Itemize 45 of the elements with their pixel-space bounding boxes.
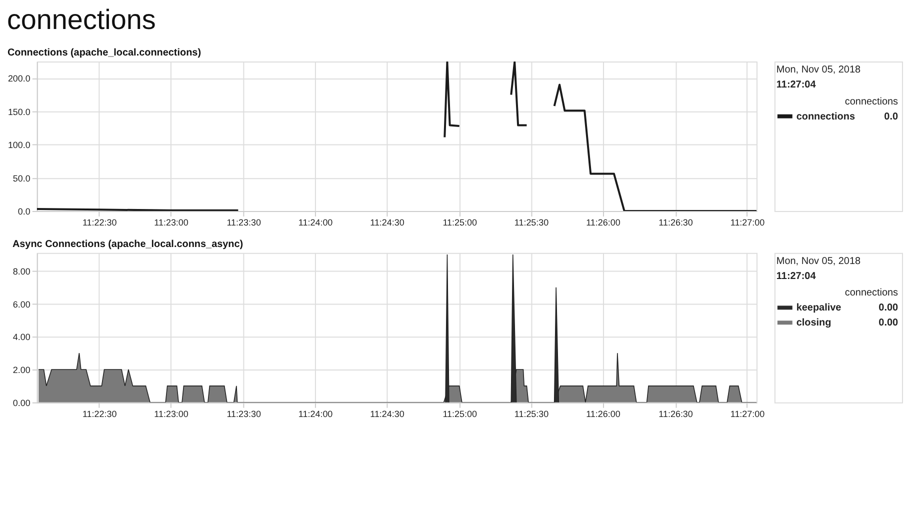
y-tick-label: 0.00 (12, 398, 30, 408)
y-tick-label: 100.0 (8, 140, 30, 150)
x-tick-label: 11:26:30 (658, 217, 693, 228)
x-tick-label: 11:23:30 (226, 408, 261, 419)
x-tick-label: 11:22:30 (82, 408, 117, 419)
text: 11:27:04 (776, 270, 816, 282)
x-tick-label: 11:26:30 (658, 408, 693, 419)
y-tick-label: 2.00 (12, 365, 30, 375)
y-tick-label: 4.00 (12, 332, 30, 342)
chart-title: connections (6, 4, 156, 36)
x-tick-label: 11:24:30 (370, 408, 404, 419)
x-tick-label: 11:24:30 (370, 217, 404, 228)
legend-label: keepalive (796, 302, 842, 314)
text: 11:27:04 (776, 79, 816, 90)
legend-title: connections (844, 288, 898, 299)
x-tick-label: 11:25:00 (442, 217, 477, 228)
text: Mon, Nov 05, 2018 (776, 64, 861, 76)
y-tick-label: 150.0 (8, 106, 30, 117)
x-tick-label: 11:25:30 (514, 408, 549, 419)
text: Mon, Nov 05, 2018 (776, 256, 861, 267)
text: 0.00 (878, 302, 898, 314)
chart-title: Async Connections (apache_local.conns_async) (12, 238, 244, 250)
x-tick-label: 11:27:00 (730, 408, 765, 419)
x-tick-label: 11:25:30 (514, 217, 549, 228)
x-tick-label: 11:23:00 (154, 217, 188, 228)
y-tick-label: 6.00 (12, 299, 30, 310)
x-tick-label: 11:24:00 (298, 408, 333, 419)
y-tick-label: 8.00 (12, 266, 30, 276)
x-tick-label: 11:23:30 (226, 217, 261, 228)
text: 0.00 (878, 318, 898, 329)
legend-label: connections (796, 111, 856, 122)
y-tick-label: 50.0 (12, 173, 30, 184)
x-tick-label: 11:23:00 (154, 408, 188, 419)
x-tick-label: 11:25:00 (442, 408, 477, 419)
x-tick-label: 11:24:00 (298, 217, 333, 228)
y-tick-label: 200.0 (8, 74, 30, 84)
text: 0.0 (884, 111, 898, 122)
y-tick-label: 0.0 (18, 206, 30, 216)
x-tick-label: 11:22:30 (82, 217, 117, 228)
chart-subtitle: Connections (apache_local.connections) (7, 48, 202, 59)
legend-label: closing (796, 318, 832, 329)
x-tick-label: 11:27:00 (730, 217, 765, 228)
x-tick-label: 11:26:00 (586, 217, 620, 228)
x-tick-label: 11:26:00 (586, 408, 620, 419)
legend-title: connections (844, 96, 898, 108)
